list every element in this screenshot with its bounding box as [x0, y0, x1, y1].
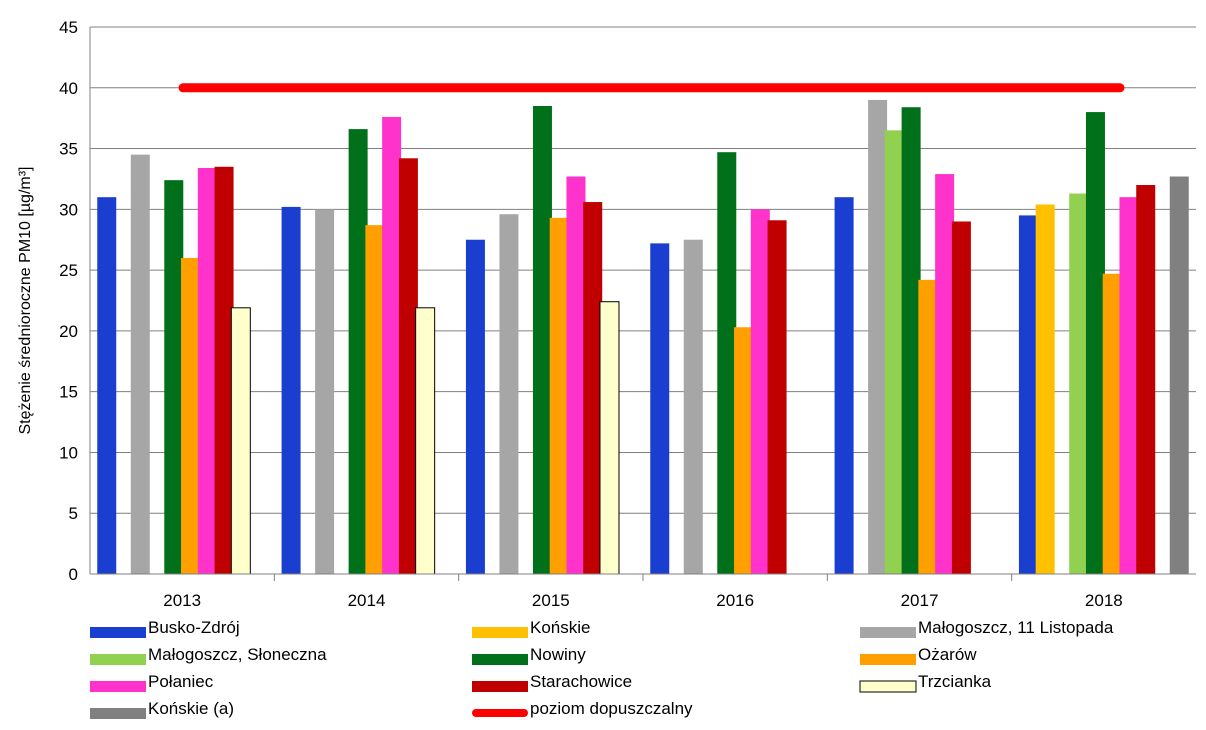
- legend-swatch: [90, 627, 146, 638]
- bar: [549, 217, 569, 574]
- bar: [465, 239, 485, 574]
- bar: [935, 174, 955, 575]
- bar: [348, 129, 368, 574]
- bar: [767, 220, 787, 575]
- legend-swatch: [90, 708, 146, 719]
- bar: [868, 99, 888, 574]
- bar: [532, 106, 552, 574]
- bar: [1136, 185, 1156, 574]
- legend-swatch: [860, 654, 916, 665]
- bar: [97, 197, 117, 574]
- legend-label: Ożarów: [918, 645, 977, 664]
- legend-label: Trzcianka: [918, 672, 992, 691]
- y-tick-label: 5: [69, 504, 78, 523]
- x-tick-label: 2015: [532, 591, 570, 610]
- bar: [599, 301, 620, 575]
- bar: [1018, 215, 1038, 574]
- legend-label: Końskie: [530, 618, 590, 637]
- legend-label: Nowiny: [530, 645, 586, 664]
- legend-swatch: [472, 627, 528, 638]
- legend-label: Starachowice: [530, 672, 632, 691]
- legend-label: Małogoszcz, Słoneczna: [148, 645, 327, 664]
- legend-label: Połaniec: [148, 672, 214, 691]
- x-tick-label: 2017: [901, 591, 939, 610]
- legend-label: poziom dopuszczalny: [530, 699, 693, 718]
- legend-label: Busko-Zdrój: [148, 618, 240, 637]
- bar: [951, 221, 971, 574]
- bar: [583, 202, 603, 575]
- bar: [901, 107, 921, 574]
- legend-label: Małogoszcz, 11 Listopada: [918, 618, 1114, 637]
- bar: [650, 243, 670, 574]
- legend-swatch: [859, 680, 917, 693]
- bar: [683, 239, 703, 574]
- bar: [365, 225, 385, 574]
- y-axis-title: Stężenie średnioroczne PM10 [µg/m³]: [17, 166, 34, 434]
- y-tick-label: 25: [59, 261, 78, 280]
- x-tick-label: 2018: [1085, 591, 1123, 610]
- bar: [130, 154, 150, 574]
- legend-swatch: [90, 654, 146, 665]
- legend-swatch: [472, 681, 528, 692]
- bar: [734, 327, 754, 574]
- bar: [566, 176, 586, 574]
- bar: [1085, 112, 1105, 574]
- bar: [230, 307, 251, 575]
- bar: [499, 214, 519, 574]
- y-tick-label: 15: [59, 383, 78, 402]
- y-tick-label: 35: [59, 140, 78, 159]
- bar: [281, 206, 301, 574]
- bar: [1069, 193, 1089, 574]
- bar: [834, 197, 854, 574]
- y-tick-label: 30: [59, 200, 78, 219]
- bar: [382, 116, 402, 574]
- bar: [717, 152, 737, 575]
- bar: [181, 257, 201, 574]
- y-tick-label: 45: [59, 18, 78, 37]
- legend-swatch: [860, 627, 916, 638]
- bar: [398, 158, 418, 574]
- bar: [1169, 176, 1189, 574]
- bar: [1102, 273, 1122, 574]
- x-tick-label: 2014: [348, 591, 386, 610]
- bar: [415, 307, 436, 575]
- bar: [164, 180, 184, 574]
- bar: [884, 130, 904, 575]
- bar: [1035, 204, 1055, 574]
- y-tick-label: 40: [59, 79, 78, 98]
- y-tick-label: 0: [69, 565, 78, 584]
- y-tick-label: 20: [59, 322, 78, 341]
- bar: [1119, 197, 1139, 574]
- bar: [918, 279, 938, 574]
- legend-swatch: [90, 681, 146, 692]
- bar: [214, 166, 234, 575]
- bar: [315, 209, 335, 575]
- legend-swatch: [472, 654, 528, 665]
- bar: [750, 209, 770, 575]
- x-tick-label: 2013: [163, 591, 201, 610]
- x-tick-label: 2016: [716, 591, 754, 610]
- bar: [197, 168, 217, 574]
- legend-label: Końskie (a): [148, 699, 234, 718]
- y-tick-label: 10: [59, 443, 78, 462]
